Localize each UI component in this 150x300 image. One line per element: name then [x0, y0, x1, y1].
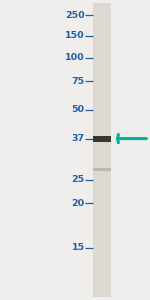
Text: 100: 100 [65, 53, 85, 62]
Text: 20: 20 [72, 199, 85, 208]
Bar [93, 3, 111, 297]
Bar [93, 136, 111, 142]
Text: 150: 150 [65, 32, 85, 40]
Bar [93, 168, 111, 171]
Text: 25: 25 [72, 176, 85, 184]
Text: 15: 15 [72, 243, 85, 252]
Text: 37: 37 [72, 134, 85, 143]
Text: 75: 75 [72, 76, 85, 85]
Text: 50: 50 [72, 105, 85, 114]
Text: 250: 250 [65, 11, 85, 20]
